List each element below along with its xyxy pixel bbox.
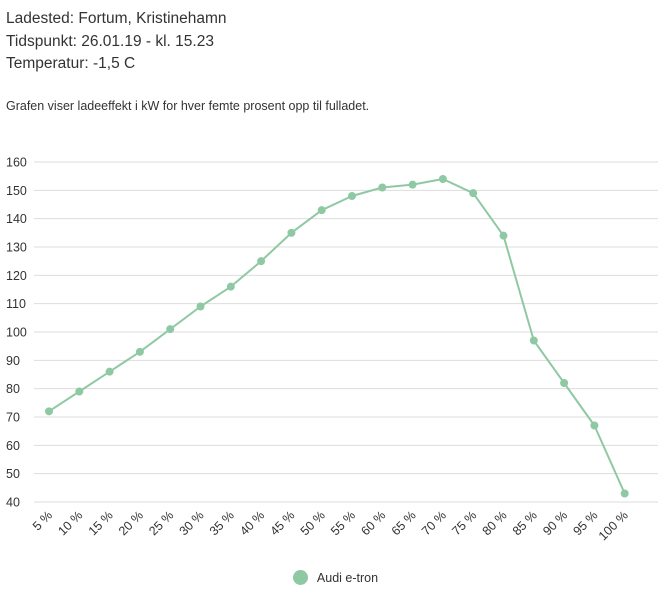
y-tick-label: 50 [6,467,20,481]
y-tick-label: 100 [6,326,27,340]
series-line-audi-e-tron [48,178,626,494]
data-point[interactable] [529,336,538,345]
data-point[interactable] [226,282,235,291]
data-point[interactable] [166,325,175,334]
data-point[interactable] [590,421,599,430]
x-tick-label: 30 % [177,508,207,538]
data-point[interactable] [196,302,205,311]
x-tick-label: 65 % [389,508,419,538]
data-point[interactable] [105,367,114,376]
x-tick-label: 90 % [540,508,570,538]
x-tick-label: 85 % [510,508,540,538]
data-point[interactable] [257,257,266,266]
y-tick-label: 140 [6,212,27,226]
data-point[interactable] [45,407,53,416]
charge-info-header: Ladested: Fortum, Kristinehamn Tidspunkt… [6,8,227,76]
legend-swatch [292,570,308,585]
x-tick-label: 5 % [30,508,55,533]
x-tick-label: 20 % [116,508,146,538]
charging-timestamp: Tidspunkt: 26.01.19 - kl. 15.23 [6,32,214,50]
x-tick-label: 75 % [449,508,479,538]
chart-description: Grafen viser ladeeffekt i kW for hver fe… [6,99,370,113]
y-tick-label: 130 [6,241,27,255]
y-tick-label: 70 [6,411,20,425]
x-tick-label: 15 % [86,508,116,538]
x-tick-label: 40 % [237,508,267,538]
x-tick-label: 50 % [298,508,328,538]
x-tick-label: 80 % [480,508,510,538]
x-tick-label: 100 % [596,508,631,543]
y-tick-label: 80 [6,382,20,396]
charging-temperature: Temperatur: -1,5 C [6,55,136,72]
y-tick-label: 120 [6,269,27,283]
x-tick-label: 45 % [267,508,297,538]
data-point[interactable] [408,180,417,189]
x-tick-label: 35 % [207,508,237,538]
y-tick-label: 40 [6,496,20,510]
charging-power-chart: 40 50 60 70 80 90 100 110 120 130 140 150 160 5 % 10 %… [6,156,658,543]
data-point[interactable] [560,379,569,387]
y-tick-label: 90 [6,354,20,368]
data-point[interactable] [75,387,84,396]
data-point[interactable] [135,347,144,356]
data-point[interactable] [287,228,296,237]
y-tick-label: 60 [6,439,20,453]
y-tick-label: 110 [6,297,26,311]
data-point[interactable] [378,183,387,192]
chart-legend[interactable]: Audi e-tron [0,570,671,585]
legend-label: Audi e-tron [316,570,379,585]
data-point[interactable] [499,231,508,240]
data-point[interactable] [438,175,447,183]
data-point[interactable] [348,192,356,200]
data-point[interactable] [469,189,478,198]
y-tick-label: 160 [6,156,27,170]
x-tick-label: 60 % [358,508,388,538]
charging-location: Ladested: Fortum, Kristinehamn [6,10,227,27]
x-tick-label: 70 % [419,508,449,538]
y-tick-label: 150 [6,184,27,198]
x-tick-label: 25 % [146,508,176,538]
x-tick-label: 55 % [328,508,358,538]
data-point[interactable] [620,489,629,498]
x-tick-label: 10 % [55,508,85,538]
data-point[interactable] [317,206,326,215]
